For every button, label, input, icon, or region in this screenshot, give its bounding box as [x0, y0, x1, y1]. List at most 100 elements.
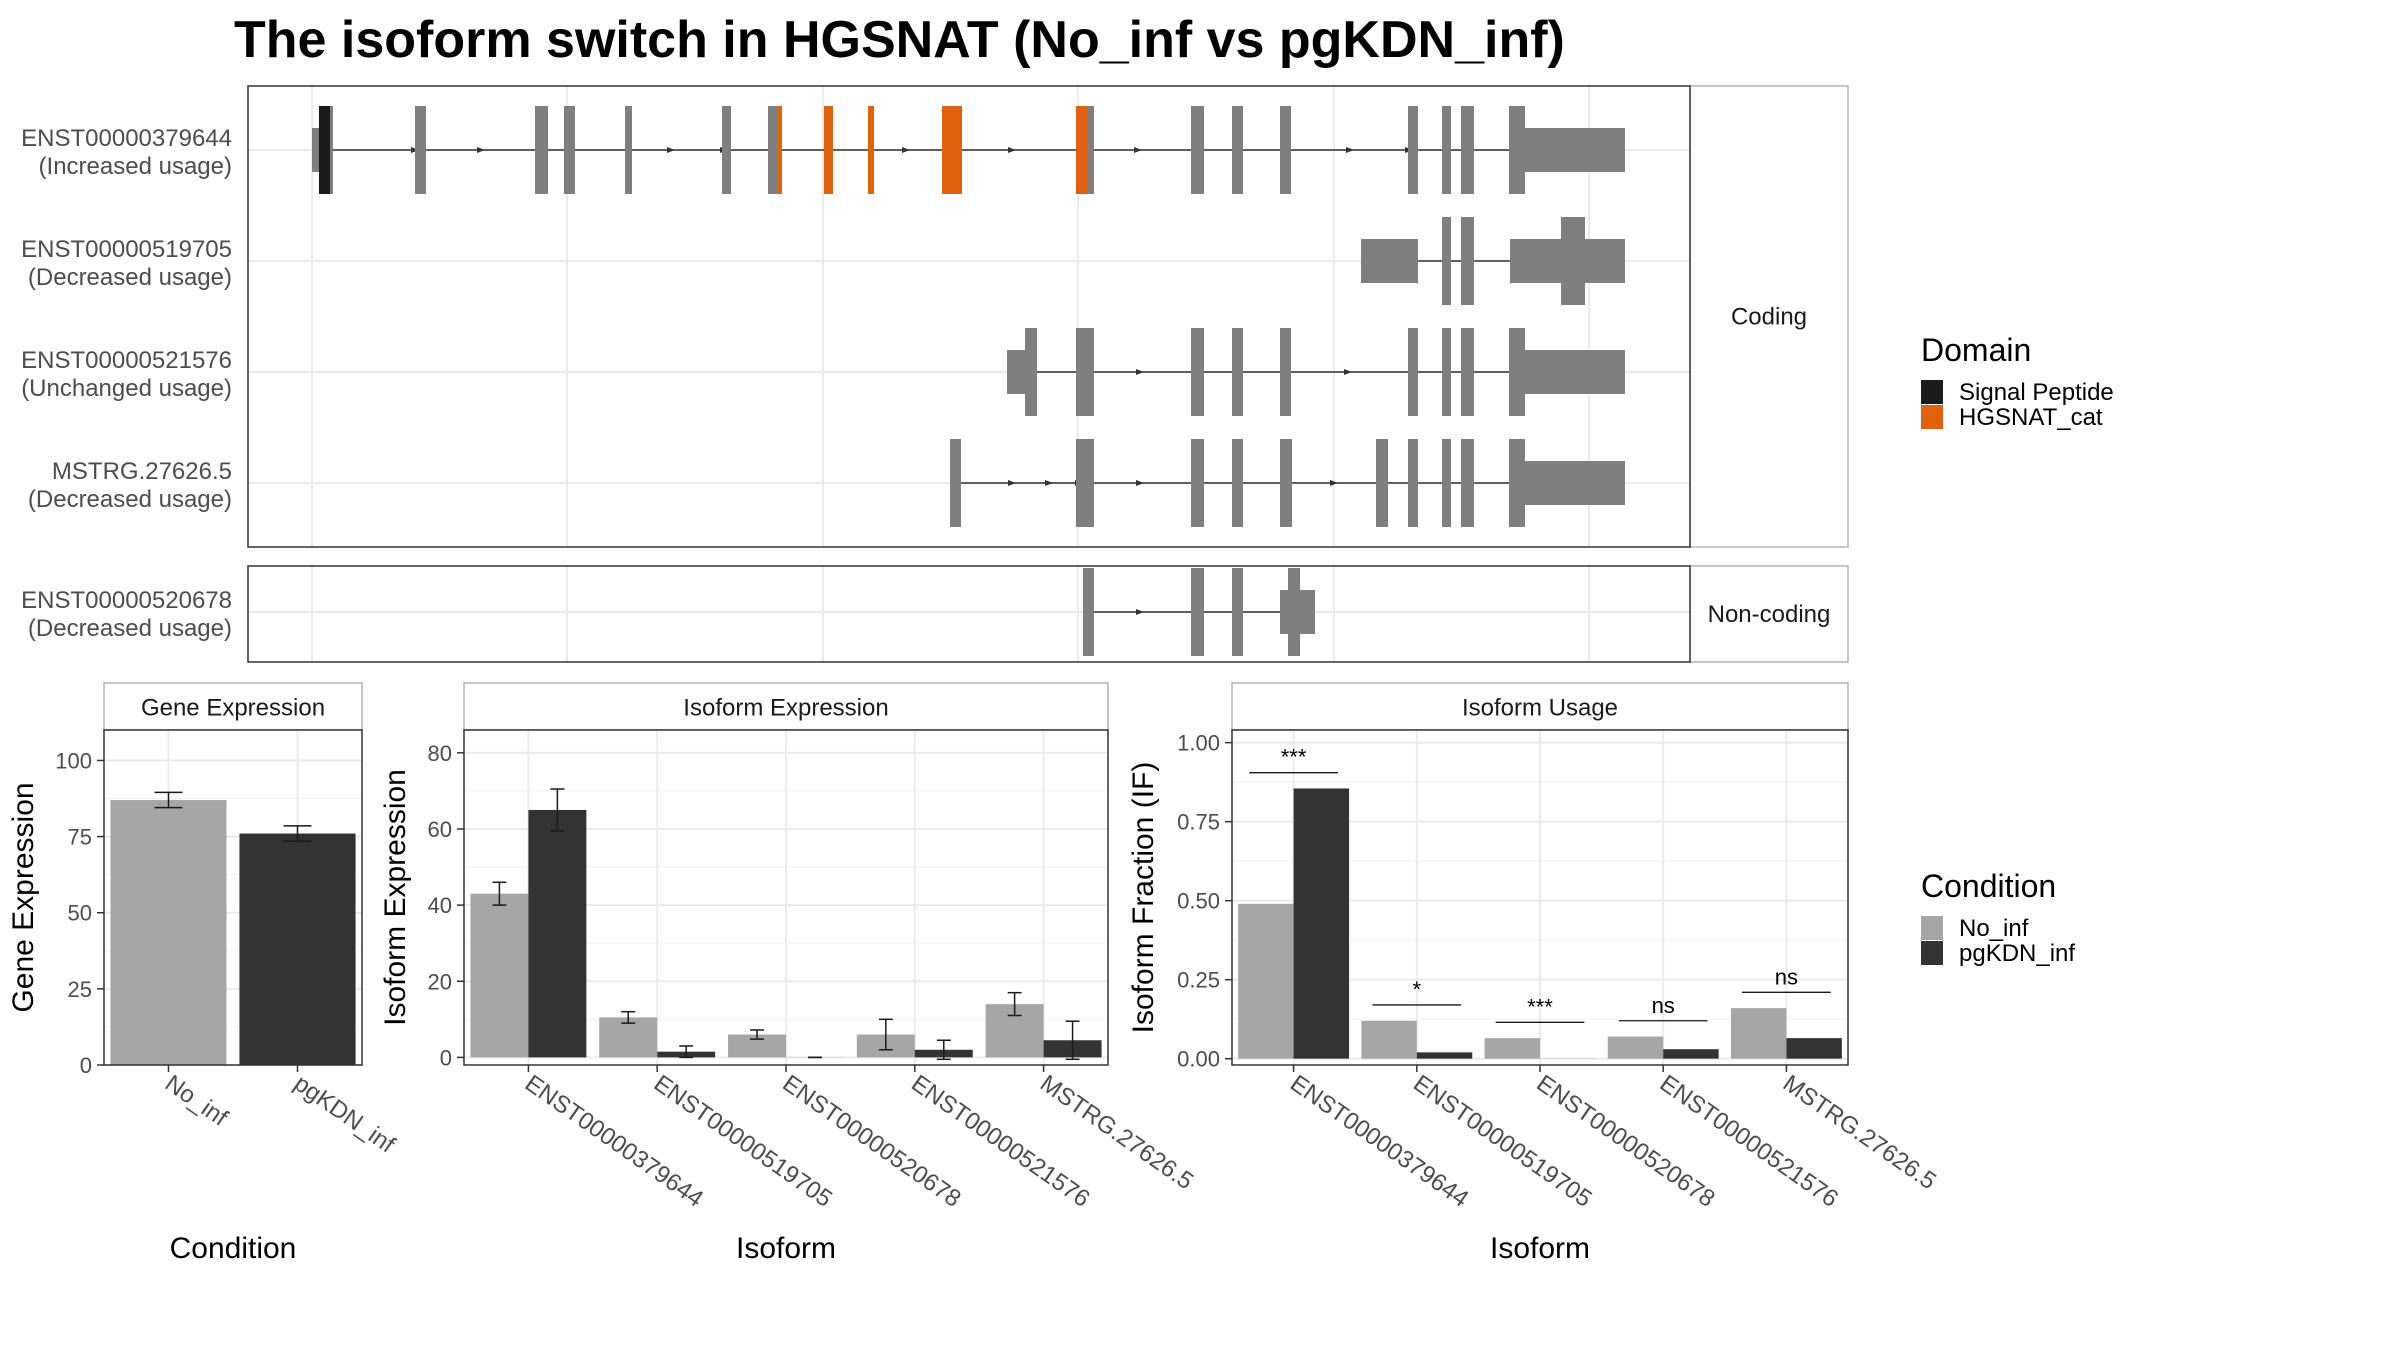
- panel-border: [247, 85, 1691, 548]
- y-tick-label: 50: [68, 901, 92, 926]
- domain-exon: [824, 106, 833, 194]
- bar: [1786, 1038, 1842, 1059]
- facet-strip-label: Isoform Expression: [683, 695, 888, 722]
- y-axis-title: Gene Expression: [7, 782, 40, 1012]
- exon: [1025, 328, 1037, 416]
- isoform-label: ENST00000379644: [21, 125, 232, 152]
- significance-label: ns: [1652, 993, 1675, 1018]
- bar: [1416, 1052, 1473, 1059]
- legend-key: [1921, 916, 1943, 940]
- exon: [1232, 568, 1243, 656]
- isoform-status: (Decreased usage): [28, 615, 232, 642]
- panel-border: [463, 729, 1109, 1066]
- facet-strip: [1689, 565, 1849, 663]
- y-tick-label: 75: [68, 825, 92, 850]
- y-tick-label: 0.50: [1177, 889, 1220, 914]
- panel-background: [248, 566, 1690, 662]
- isoform-label: ENST00000520678: [21, 587, 232, 614]
- y-tick-label: 1.00: [1177, 731, 1220, 756]
- exon: [1525, 350, 1625, 394]
- facet-strip: [1689, 85, 1849, 548]
- significance-label: *: [1413, 977, 1422, 1002]
- exon: [1232, 328, 1243, 416]
- exon: [1408, 106, 1418, 194]
- bar: [728, 1034, 786, 1058]
- bar: [599, 1017, 658, 1058]
- facet-strip-label: Gene Expression: [141, 695, 325, 722]
- facet-strip: [103, 682, 363, 731]
- x-axis-title: Isoform: [736, 1232, 836, 1265]
- strand-arrow: [1136, 480, 1144, 486]
- bar: [239, 833, 356, 1065]
- exon: [1510, 239, 1561, 283]
- bar: [1607, 1036, 1664, 1059]
- exon: [535, 106, 548, 194]
- bar: [1484, 1038, 1540, 1059]
- facet-strip-label: Non-coding: [1708, 601, 1831, 628]
- exon: [1442, 328, 1451, 416]
- isoform-status: (Unchanged usage): [21, 375, 232, 402]
- figure-title: The isoform switch in HGSNAT (No_inf vs …: [234, 11, 1565, 69]
- exon: [1461, 439, 1474, 527]
- bar: [1293, 788, 1350, 1059]
- isoform-label: MSTRG.27626.5: [52, 458, 232, 485]
- y-tick-label: 40: [428, 893, 452, 918]
- transcript-ENST00000520678: [1083, 568, 1315, 656]
- exon: [1442, 106, 1451, 194]
- strand-arrow: [1344, 369, 1352, 375]
- bar: [1663, 1049, 1719, 1059]
- legend-key: [1921, 380, 1943, 404]
- exon: [1191, 439, 1204, 527]
- legend-key: [1921, 405, 1943, 429]
- exon: [1076, 439, 1094, 527]
- panel-isoform-usage: Isoform Usage0.000.250.500.751.00ENST000…: [1127, 682, 1941, 1265]
- exon: [415, 106, 426, 194]
- bar: [1238, 903, 1294, 1059]
- exon: [1525, 128, 1625, 172]
- exon: [1442, 217, 1451, 305]
- exon: [312, 128, 322, 172]
- domain-exon: [942, 106, 962, 194]
- y-tick-label: 100: [55, 748, 92, 773]
- exon: [1083, 568, 1094, 656]
- strand-arrow: [477, 147, 485, 153]
- strand-arrow: [1134, 147, 1142, 153]
- y-tick-label: 0: [80, 1053, 92, 1078]
- y-tick-label: 25: [68, 977, 92, 1002]
- exon: [1300, 590, 1315, 634]
- isoform-label: ENST00000519705: [21, 236, 232, 263]
- exon: [1076, 328, 1094, 416]
- exon: [1280, 106, 1291, 194]
- legend-label: Signal Peptide: [1959, 379, 2114, 406]
- x-axis-title: Condition: [170, 1232, 297, 1265]
- panel-border: [103, 729, 363, 1066]
- exon: [1288, 568, 1300, 656]
- exon: [1280, 439, 1291, 527]
- transcript-ENST00000379644: [312, 106, 1625, 194]
- signal-peptide-exon: [319, 106, 330, 194]
- y-tick-label: 80: [428, 741, 452, 766]
- exon: [330, 106, 333, 194]
- isoform-label: ENST00000521576: [21, 347, 232, 374]
- exon: [1585, 239, 1625, 283]
- exon: [1280, 590, 1291, 634]
- strand-arrow: [1045, 480, 1053, 486]
- noncoding-panel: Non-coding: [248, 565, 1849, 663]
- isoform-status: (Increased usage): [39, 153, 232, 180]
- bar: [110, 800, 227, 1065]
- legend-label: HGSNAT_cat: [1959, 404, 2103, 431]
- strand-arrow: [1346, 147, 1354, 153]
- transcript-ENST00000521576: [1007, 328, 1625, 416]
- x-tick-label: No_inf: [160, 1070, 233, 1132]
- legend-key: [1921, 941, 1943, 965]
- exon: [1191, 106, 1204, 194]
- exon: [1007, 350, 1025, 394]
- panel-gene-expression: Gene Expression 0 25 50 75 100 No_inf pgKDN_inf…: [7, 682, 400, 1265]
- isoform-status: (Decreased usage): [28, 264, 232, 291]
- strand-arrow: [1330, 480, 1338, 486]
- exon: [1461, 106, 1474, 194]
- exon: [722, 106, 731, 194]
- significance-label: ***: [1281, 745, 1307, 770]
- exon: [1525, 461, 1625, 505]
